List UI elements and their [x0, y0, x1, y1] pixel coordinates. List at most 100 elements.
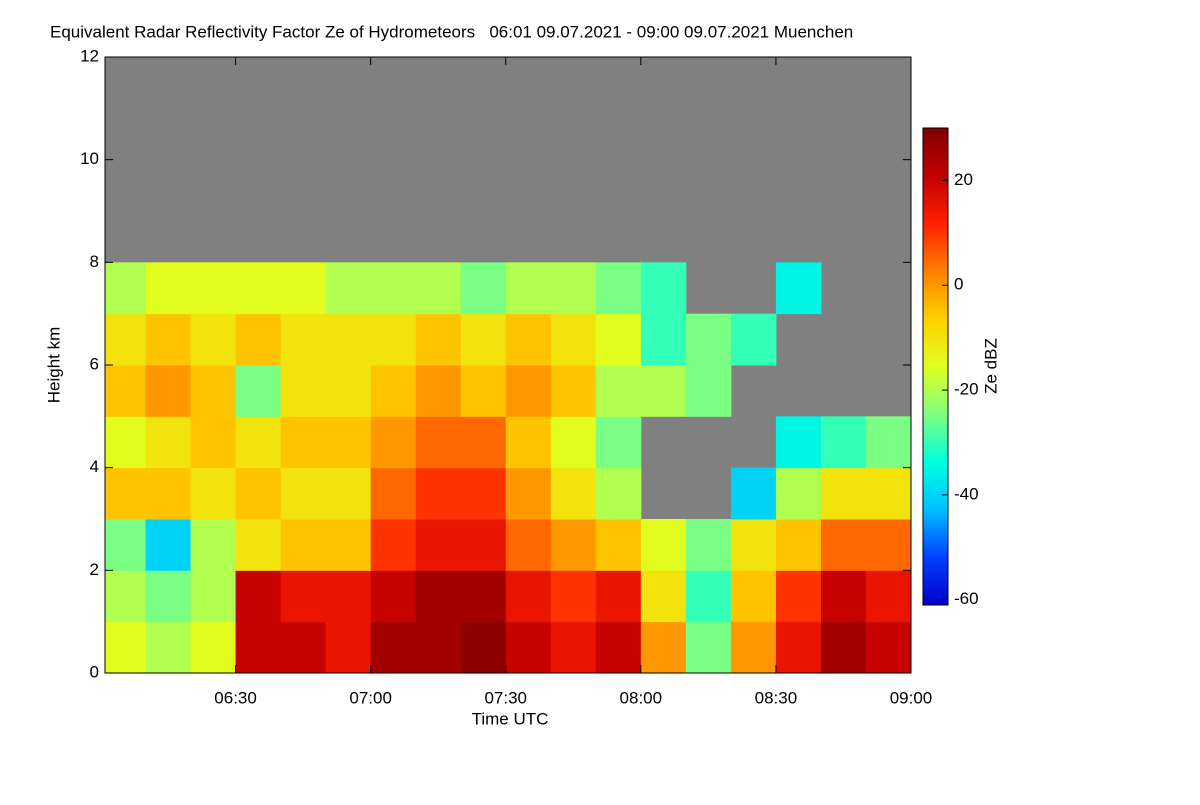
- heatmap-cell: [820, 570, 867, 623]
- heatmap-cell: [505, 365, 552, 417]
- heatmap-cell: [145, 313, 192, 366]
- heatmap-cell: [550, 416, 597, 469]
- heatmap-cell: [460, 519, 507, 571]
- heatmap-cell: [325, 313, 372, 366]
- heatmap-cell: [730, 570, 777, 623]
- heatmap-cell: [190, 365, 237, 417]
- y-tick-label: 10: [80, 149, 99, 168]
- chart-title: Equivalent Radar Reflectivity Factor Ze …: [50, 22, 853, 41]
- heatmap-cell: [775, 262, 822, 315]
- y-tick-label: 4: [90, 457, 99, 476]
- heatmap-cell: [595, 365, 642, 417]
- heatmap-cell: [550, 467, 597, 520]
- heatmap-cell: [415, 365, 462, 417]
- heatmap-cell: [105, 621, 147, 674]
- heatmap-cell: [190, 621, 237, 674]
- heatmap-cell: [460, 621, 507, 674]
- heatmap-cell: [550, 262, 597, 315]
- heatmap-cell: [145, 365, 192, 417]
- heatmap-cell: [775, 519, 822, 571]
- heatmap-cell: [325, 416, 372, 469]
- heatmap-cell: [595, 313, 642, 366]
- heatmap-cell: [235, 519, 282, 571]
- heatmap-cell: [595, 570, 642, 623]
- heatmap-cell: [190, 519, 237, 571]
- heatmap-cell: [190, 262, 237, 315]
- heatmap-cell: [235, 365, 282, 417]
- heatmap-cell: [505, 313, 552, 366]
- x-axis-label: Time UTC: [472, 709, 549, 728]
- heatmap-cell: [190, 570, 237, 623]
- heatmap-cell: [145, 570, 192, 623]
- heatmap-cell: [640, 365, 687, 417]
- y-tick-label: 6: [90, 354, 99, 373]
- heatmap-cell: [820, 416, 867, 469]
- heatmap-cell: [325, 621, 372, 674]
- heatmap-cell: [685, 621, 732, 674]
- heatmap-cell: [820, 519, 867, 571]
- colorbar-tick-label: -60: [954, 589, 979, 608]
- heatmap-cell: [235, 570, 282, 623]
- heatmap-cell: [505, 416, 552, 469]
- heatmap-cell: [370, 365, 417, 417]
- heatmap-cell: [325, 365, 372, 417]
- colorbar-tick-label: 0: [954, 275, 963, 294]
- heatmap-cell: [145, 519, 192, 571]
- heatmap-cell: [370, 519, 417, 571]
- heatmap-cell: [105, 416, 147, 469]
- heatmap-cell: [460, 570, 507, 623]
- heatmap-cell: [415, 313, 462, 366]
- heatmap-cell: [105, 519, 147, 571]
- heatmap-cell: [595, 262, 642, 315]
- heatmap-cell: [640, 570, 687, 623]
- heatmap-cell: [685, 519, 732, 571]
- x-tick-label: 07:00: [349, 688, 392, 707]
- heatmap-cell: [640, 313, 687, 366]
- heatmap-cell: [370, 262, 417, 315]
- heatmap-cell: [145, 262, 192, 315]
- heatmap-cell: [865, 416, 912, 469]
- colorbar-label: Ze dBZ: [981, 338, 1000, 394]
- heatmap-cell: [730, 621, 777, 674]
- heatmap-cell: [505, 262, 552, 315]
- heatmap-cell: [280, 570, 327, 623]
- heatmap-cell: [370, 467, 417, 520]
- x-tick-label: 08:00: [620, 688, 663, 707]
- heatmap-cell: [235, 416, 282, 469]
- heatmap-cell: [280, 262, 327, 315]
- colorbar: [922, 127, 949, 606]
- heatmap-cell: [550, 570, 597, 623]
- heatmap-cell: [325, 467, 372, 520]
- heatmap-cell: [550, 519, 597, 571]
- heatmap-cell: [865, 467, 912, 520]
- heatmap-cell: [105, 313, 147, 366]
- heatmap-cell: [820, 621, 867, 674]
- heatmap-cell: [640, 519, 687, 571]
- heatmap-cell: [685, 313, 732, 366]
- heatmap-cell: [235, 313, 282, 366]
- heatmap-cell: [415, 262, 462, 315]
- heatmap-cell: [105, 467, 147, 520]
- y-tick-label: 8: [90, 252, 99, 271]
- heatmap-cell: [550, 621, 597, 674]
- heatmap-cell: [640, 621, 687, 674]
- heatmap-cell: [280, 313, 327, 366]
- heatmap-cell: [415, 519, 462, 571]
- heatmap-cell: [595, 519, 642, 571]
- heatmap-cell: [415, 416, 462, 469]
- heatmap-cell: [730, 519, 777, 571]
- heatmap-cell: [550, 313, 597, 366]
- heatmap-cell: [235, 621, 282, 674]
- heatmap-cell: [370, 416, 417, 469]
- heatmap-cell: [415, 467, 462, 520]
- heatmap-cell: [460, 313, 507, 366]
- heatmap-cell: [460, 262, 507, 315]
- heatmap-cell: [145, 416, 192, 469]
- x-tick-label: 08:30: [755, 688, 798, 707]
- heatmap-cell: [145, 621, 192, 674]
- heatmap-cell: [190, 416, 237, 469]
- heatmap-cell: [775, 416, 822, 469]
- heatmap-cell: [280, 621, 327, 674]
- y-axis-label: Height km: [44, 327, 63, 404]
- y-tick-label: 12: [80, 46, 99, 65]
